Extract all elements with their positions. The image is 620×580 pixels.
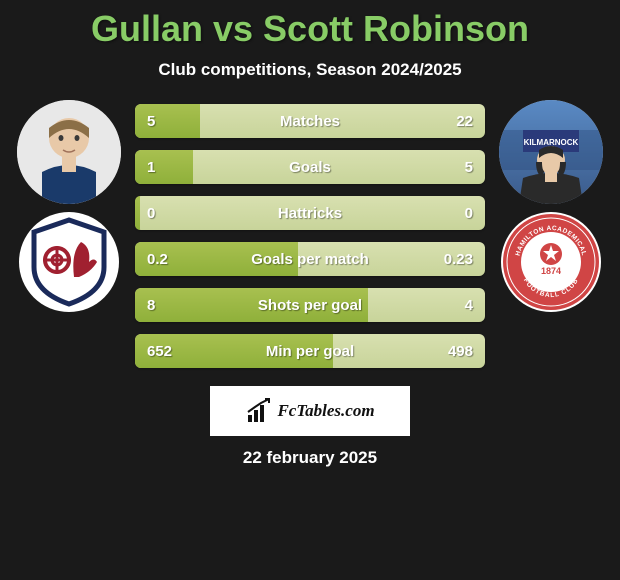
stat-right-value: 22 xyxy=(423,113,473,130)
main-content: 5 Matches 22 1 Goals 5 0 Hattricks 0 0.2… xyxy=(0,100,620,368)
page-title: Gullan vs Scott Robinson xyxy=(0,0,620,50)
player-right-avatar: KILMARNOCK xyxy=(499,100,603,204)
player-left-avatar xyxy=(17,100,121,204)
stat-row: 8 Shots per goal 4 xyxy=(135,288,485,322)
stat-row: 0.2 Goals per match 0.23 xyxy=(135,242,485,276)
stat-row: 0 Hattricks 0 xyxy=(135,196,485,230)
stat-right-value: 5 xyxy=(423,159,473,176)
date-text: 22 february 2025 xyxy=(0,448,620,468)
fctables-icon xyxy=(245,397,273,425)
stat-right-value: 4 xyxy=(423,297,473,314)
stat-right-value: 498 xyxy=(423,343,473,360)
right-column: KILMARNOCK HAMILTON ACADEMICAL xyxy=(499,100,603,312)
stat-row: 652 Min per goal 498 xyxy=(135,334,485,368)
stat-right-value: 0 xyxy=(423,205,473,222)
comparison-card: Gullan vs Scott Robinson Club competitio… xyxy=(0,0,620,468)
left-column xyxy=(17,100,121,312)
attribution-text: FcTables.com xyxy=(277,401,374,421)
player-right-club-badge: HAMILTON ACADEMICAL FOOTBALL CLUB 1874 xyxy=(501,212,601,312)
stats-bars: 5 Matches 22 1 Goals 5 0 Hattricks 0 0.2… xyxy=(135,100,485,368)
player-left-club-badge xyxy=(19,212,119,312)
subtitle: Club competitions, Season 2024/2025 xyxy=(0,60,620,80)
svg-text:KILMARNOCK: KILMARNOCK xyxy=(524,138,579,147)
attribution-box: FcTables.com xyxy=(210,386,410,436)
stat-row: 1 Goals 5 xyxy=(135,150,485,184)
svg-text:1874: 1874 xyxy=(541,266,561,276)
stat-row: 5 Matches 22 xyxy=(135,104,485,138)
stat-right-value: 0.23 xyxy=(423,251,473,268)
